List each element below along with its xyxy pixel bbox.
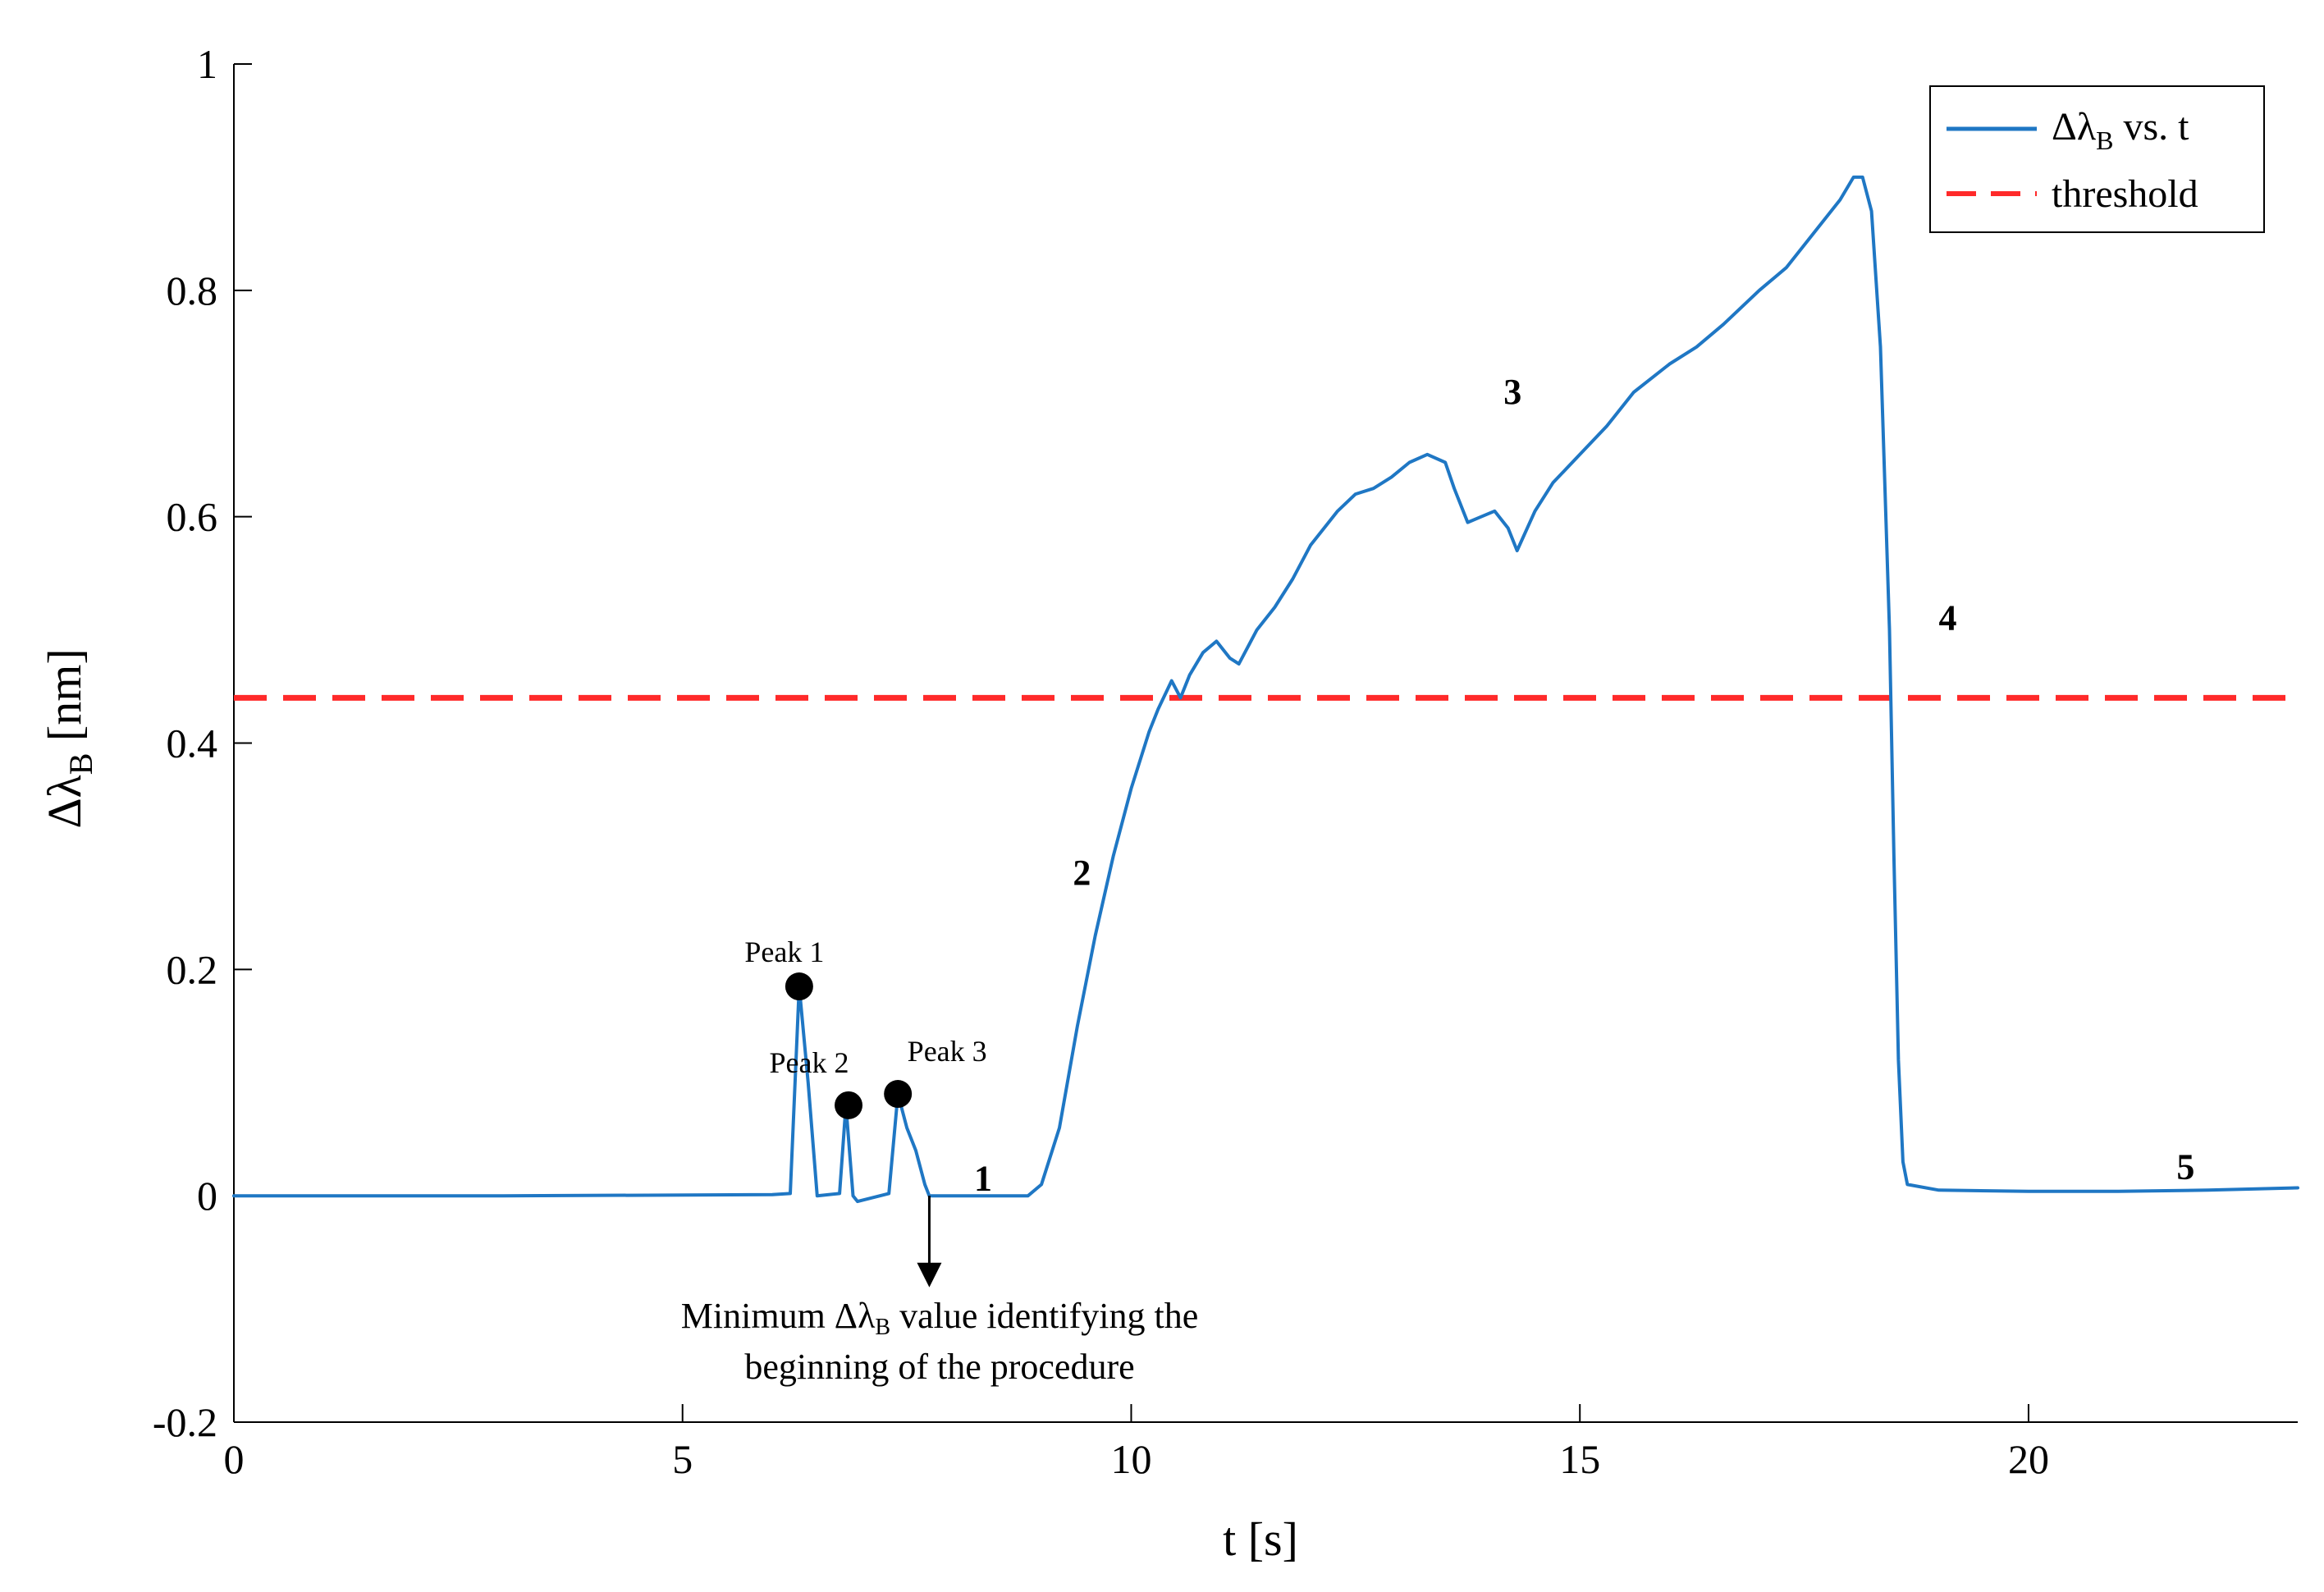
- svg-text:ΔλB [nm]: ΔλB [nm]: [38, 648, 99, 828]
- peak-marker: [884, 1080, 913, 1109]
- annotations-layer: 1 2 3 4 5: [917, 372, 2194, 1288]
- annotation-line2: beginning of the procedure: [744, 1347, 1134, 1387]
- annotation-line1-sub: B: [875, 1315, 890, 1340]
- phase-label: 4: [1939, 598, 1957, 638]
- peaks-layer: Peak 1 Peak 2 Peak 3: [744, 936, 987, 1119]
- legend-label-series-rest: vs. t: [2113, 105, 2189, 149]
- peak-label: Peak 2: [770, 1046, 849, 1079]
- phase-label: 5: [2176, 1146, 2194, 1187]
- peak-label: Peak 1: [744, 936, 824, 968]
- y-axis-title-main: Δλ: [38, 775, 91, 828]
- annotation-line1: Minimum ΔλB value identifying the: [681, 1296, 1198, 1340]
- peak-marker: [785, 972, 813, 1001]
- series-layer: [232, 175, 2299, 1204]
- phase-label: 3: [1503, 372, 1521, 412]
- y-axis-title: ΔλB [nm]: [38, 648, 99, 828]
- y-tick-label: 0.4: [167, 721, 218, 766]
- delta-lambda-series-line: [232, 175, 2299, 1204]
- legend-label-series-main: Δλ: [2052, 105, 2097, 149]
- x-axis-title: t [s]: [1223, 1512, 1298, 1566]
- axes: -0.200.20.40.60.810 5 10 15 20: [153, 41, 2298, 1482]
- legend: ΔλB vs. t threshold: [1929, 85, 2265, 233]
- phase-label: 1: [974, 1158, 992, 1198]
- legend-label-series: ΔλB vs. t: [2052, 105, 2189, 155]
- legend-box: [1929, 85, 2265, 233]
- peak-label: Peak 3: [908, 1035, 987, 1068]
- legend-label-threshold: threshold: [2052, 172, 2198, 216]
- y-tick-label: 0.2: [167, 946, 218, 992]
- x-tick-label: 10: [1110, 1436, 1151, 1482]
- y-tick-label: 0.8: [167, 268, 218, 313]
- y-axis-title-space: [38, 741, 91, 753]
- y-axis-title-sub: B: [62, 753, 99, 775]
- y-tick-label: 0: [197, 1173, 217, 1219]
- annotation-line1-pre: Minimum Δλ: [681, 1296, 876, 1336]
- x-tick-label: 5: [672, 1436, 693, 1482]
- y-tick-label: 0.6: [167, 494, 218, 540]
- y-axis-title-unit: [nm]: [38, 648, 91, 741]
- y-tick-label: -0.2: [153, 1399, 217, 1445]
- x-tick-label: 0: [224, 1436, 245, 1482]
- annotation-line1-post: value identifying the: [890, 1296, 1198, 1336]
- phase-label: 2: [1073, 853, 1091, 893]
- y-tick-label: 1: [197, 41, 217, 87]
- peak-marker: [835, 1091, 863, 1119]
- legend-label-series-sub: B: [2096, 126, 2113, 155]
- x-tick-label: 20: [2008, 1436, 2049, 1482]
- x-tick-label: 15: [1559, 1436, 1600, 1482]
